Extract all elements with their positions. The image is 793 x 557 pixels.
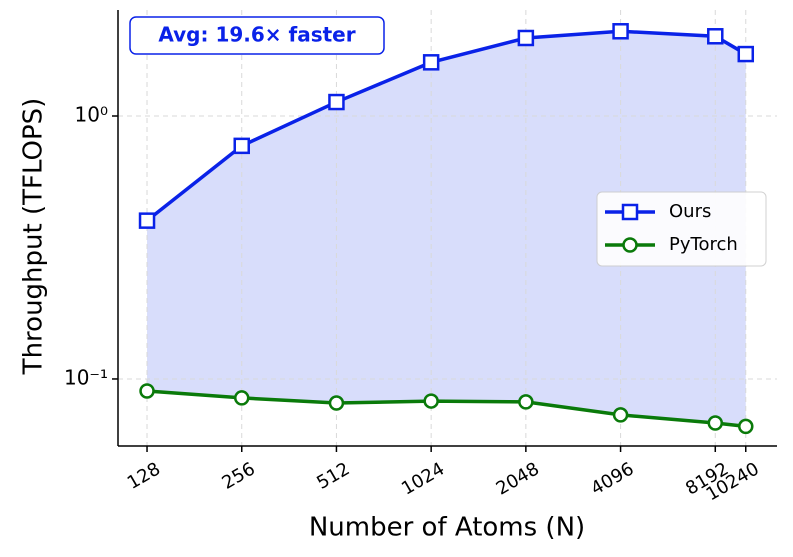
marker (423, 393, 439, 409)
marker (518, 394, 534, 410)
marker (621, 203, 639, 221)
x-tick-label: 2048 (493, 458, 543, 499)
series-line (146, 389, 746, 429)
y-tick-label: 10⁰ (75, 103, 108, 127)
series-line (145, 29, 747, 223)
y-tick-label: 10⁻¹ (64, 365, 108, 389)
y-axis-label: Throughput (TFLOPS) (19, 98, 49, 376)
marker (139, 383, 155, 399)
x-tick-label: 512 (313, 458, 353, 493)
marker (517, 29, 535, 47)
marker (622, 237, 638, 253)
legend: Ours PyTorch (596, 191, 767, 267)
marker (612, 407, 629, 423)
fill-between (147, 31, 746, 427)
marker (612, 23, 629, 40)
annotation-text: Avg: 19.6× faster (158, 23, 355, 47)
marker (707, 415, 724, 431)
x-axis-label: Number of Atoms (N) (309, 513, 585, 543)
x-tick-label: 128 (124, 458, 164, 493)
marker (738, 418, 754, 435)
marker (707, 28, 724, 45)
marker (233, 390, 250, 406)
marker (233, 137, 250, 155)
legend-label: PyTorch (669, 234, 738, 255)
x-tick-label: 4096 (587, 458, 637, 499)
marker (138, 212, 156, 229)
x-tick-label: 1024 (398, 458, 448, 499)
annotation-box (129, 16, 385, 55)
marker (737, 45, 755, 63)
legend-label: Ours (669, 201, 711, 222)
marker (328, 395, 345, 411)
marker (422, 54, 440, 71)
annotation: Avg: 19.6× faster (129, 16, 385, 55)
x-tick-label: 256 (218, 458, 258, 493)
marker (328, 93, 345, 111)
